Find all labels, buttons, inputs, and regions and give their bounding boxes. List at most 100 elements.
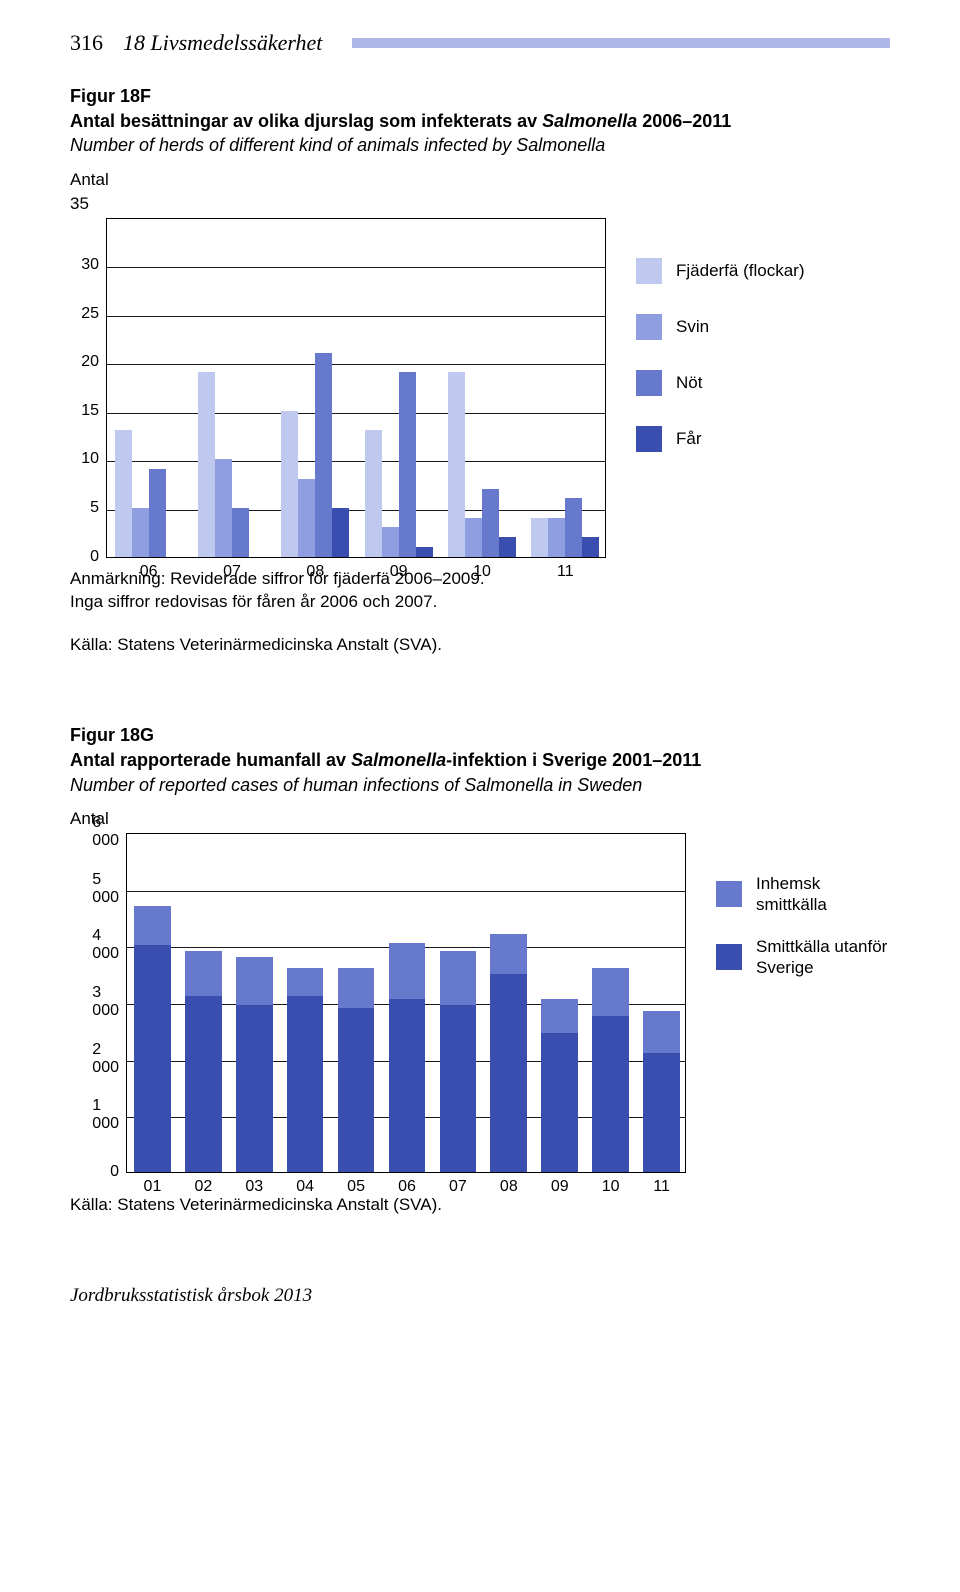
bar-segment <box>541 1033 578 1172</box>
section-title: 18 Livsmedelssäkerhet <box>123 30 322 56</box>
chart-18f-plot: 051015202530060708091011 <box>106 218 606 558</box>
bar <box>548 518 565 557</box>
title-part: -infektion i Sverige 2001–2011 <box>446 750 701 770</box>
figure-source: Källa: Statens Veterinärmedicinska Ansta… <box>70 635 890 655</box>
page-footer: Jordbruksstatistisk årsbok 2013 <box>70 1285 890 1307</box>
bar <box>115 430 132 556</box>
y-tick-label: 10 <box>81 450 99 468</box>
x-tick-label: 01 <box>144 1178 162 1196</box>
gridline <box>107 461 605 462</box>
bar <box>281 411 298 557</box>
note-line: Anmärkning: Reviderade siffror för fjäde… <box>70 569 485 588</box>
legend-item: Nöt <box>636 370 804 396</box>
x-tick-label: 08 <box>500 1178 518 1196</box>
legend-item: Svin <box>636 314 804 340</box>
y-tick-label: 30 <box>81 256 99 274</box>
y-tick-label: 25 <box>81 305 99 323</box>
bar <box>232 508 249 557</box>
legend-swatch <box>716 944 742 970</box>
chart-18g-legend: Inhemsk smittkällaSmittkälla utanför Sve… <box>716 873 890 978</box>
legend-swatch <box>636 258 662 284</box>
bar-segment <box>236 1005 273 1172</box>
page-number: 316 <box>70 30 103 56</box>
bar <box>482 489 499 557</box>
bar <box>332 508 349 557</box>
legend-label: Fjäderfä (flockar) <box>676 261 804 281</box>
legend-item: Får <box>636 426 804 452</box>
x-tick-label: 02 <box>194 1178 212 1196</box>
stacked-bar <box>643 1011 680 1173</box>
stacked-bar <box>541 999 578 1172</box>
x-tick-label: 03 <box>245 1178 263 1196</box>
figure-title-sv: Antal besättningar av olika djurslag som… <box>70 109 890 133</box>
page-header: 316 18 Livsmedelssäkerhet <box>70 30 890 56</box>
y-tick-label: 5 000 <box>92 871 119 907</box>
y-axis-label: Antal <box>70 809 890 829</box>
y-max-label: 35 <box>70 194 890 214</box>
bar <box>198 372 215 557</box>
legend-label: Nöt <box>676 373 702 393</box>
gridline <box>107 413 605 414</box>
x-tick-label: 10 <box>602 1178 620 1196</box>
gridline <box>127 891 685 892</box>
bar <box>499 537 516 556</box>
x-tick-label: 08 <box>306 563 324 581</box>
figure-18f: Figur 18F Antal besättningar av olika dj… <box>70 86 890 655</box>
gridline <box>107 364 605 365</box>
y-tick-label: 0 <box>90 548 99 566</box>
bar <box>416 547 433 557</box>
stacked-bar <box>440 951 477 1172</box>
x-tick-label: 07 <box>449 1178 467 1196</box>
title-emph: Salmonella <box>351 750 446 770</box>
bar-segment <box>287 968 324 996</box>
header-rule <box>352 38 890 48</box>
legend-label: Får <box>676 429 702 449</box>
y-axis-label: Antal <box>70 170 890 190</box>
y-tick-label: 20 <box>81 353 99 371</box>
bar <box>215 459 232 556</box>
title-emph: Salmonella <box>542 111 637 131</box>
bar <box>382 527 399 556</box>
figure-title-sv: Antal rapporterade humanfall av Salmonel… <box>70 748 890 772</box>
stacked-bar <box>134 906 171 1172</box>
bar-segment <box>440 1005 477 1172</box>
y-tick-label: 1 000 <box>92 1097 119 1133</box>
figure-source: Källa: Statens Veterinärmedicinska Ansta… <box>70 1195 890 1215</box>
bar-segment <box>185 996 222 1172</box>
y-tick-label: 4 000 <box>92 927 119 963</box>
bar-segment <box>134 906 171 946</box>
bar-segment <box>440 951 477 1005</box>
chart-18f-legend: Fjäderfä (flockar) Svin Nöt Får <box>636 258 804 452</box>
legend-item: Inhemsk smittkälla <box>716 873 890 916</box>
x-tick-label: 11 <box>653 1178 670 1196</box>
figure-title-en: Number of reported cases of human infect… <box>70 773 890 797</box>
bar-segment <box>338 1008 375 1172</box>
stacked-bar <box>236 957 273 1172</box>
bar <box>582 537 599 556</box>
title-part: Antal rapporterade humanfall av <box>70 750 351 770</box>
bar-segment <box>389 943 426 1000</box>
bar <box>132 508 149 557</box>
x-tick-label: 11 <box>557 563 574 581</box>
legend-swatch <box>636 370 662 396</box>
x-tick-label: 07 <box>223 563 241 581</box>
legend-swatch <box>636 426 662 452</box>
bar-segment <box>236 957 273 1005</box>
bar-segment <box>592 1016 629 1172</box>
x-tick-label: 06 <box>398 1178 416 1196</box>
stacked-bar <box>338 968 375 1172</box>
bar-segment <box>592 968 629 1016</box>
bar <box>298 479 315 557</box>
bar-segment <box>541 999 578 1033</box>
stacked-bar <box>287 968 324 1172</box>
legend-label: Svin <box>676 317 709 337</box>
x-tick-label: 05 <box>347 1178 365 1196</box>
y-tick-label: 2 000 <box>92 1041 119 1077</box>
legend-item: Fjäderfä (flockar) <box>636 258 804 284</box>
bar <box>565 498 582 556</box>
legend-label: Inhemsk smittkälla <box>756 873 890 916</box>
y-tick-label: 5 <box>90 499 99 517</box>
gridline <box>107 267 605 268</box>
stacked-bar <box>490 934 527 1172</box>
legend-swatch <box>636 314 662 340</box>
